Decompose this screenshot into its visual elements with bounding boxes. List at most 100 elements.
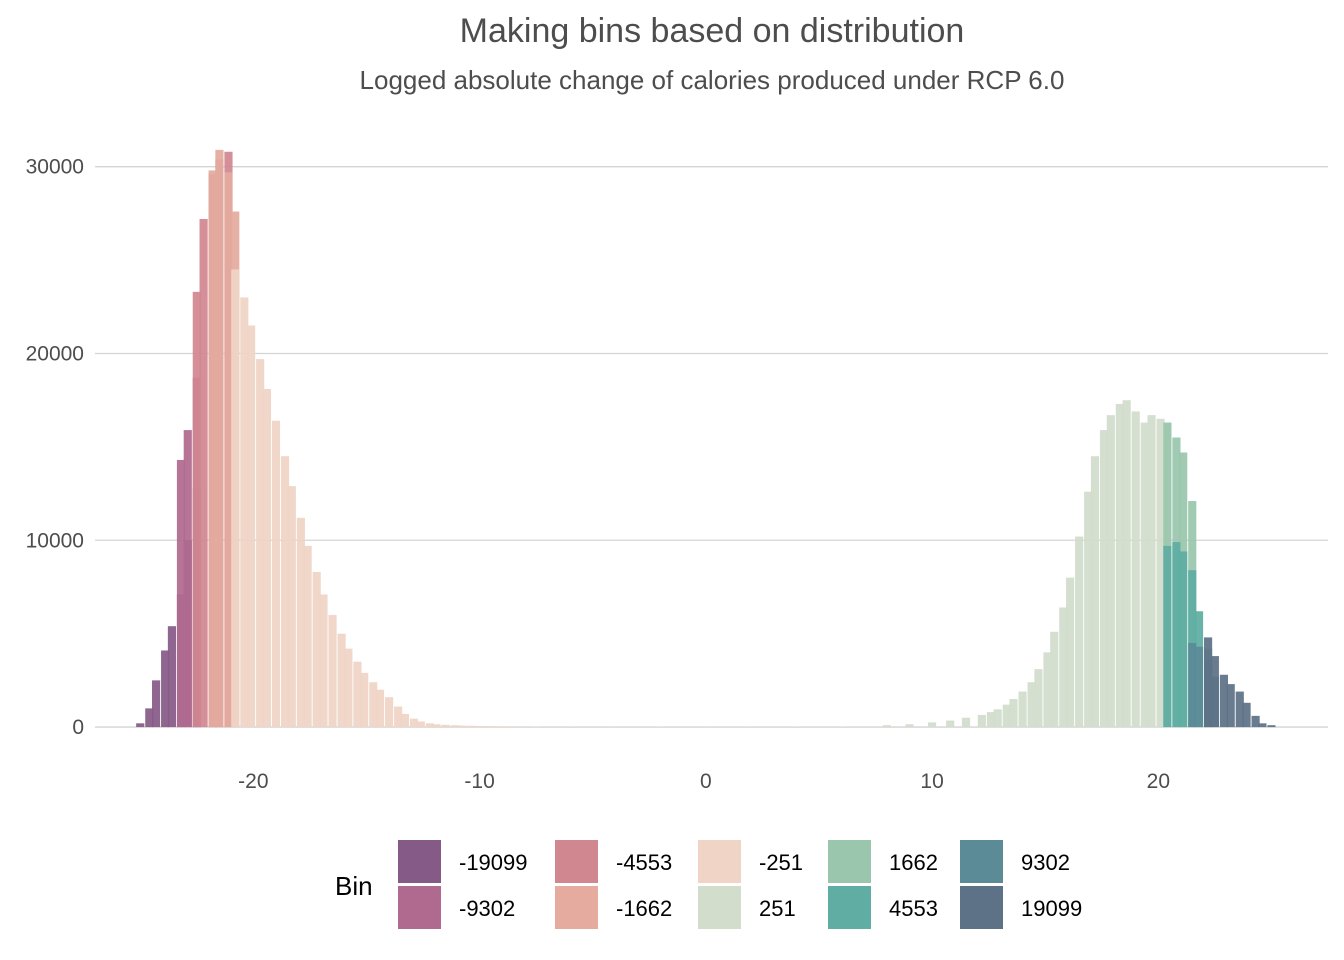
histogram-bar bbox=[360, 672, 369, 728]
histogram-bar bbox=[152, 680, 161, 728]
legend: Bin -19099 -9302 -4553 -1662 -251 251 1662 4553… bbox=[335, 840, 1082, 929]
histogram-bar bbox=[1027, 682, 1036, 728]
histogram-bar bbox=[1163, 545, 1172, 728]
histogram-bar bbox=[701, 726, 710, 728]
histogram-bar bbox=[183, 430, 192, 728]
legend-swatch bbox=[398, 840, 441, 883]
histogram-bar bbox=[1050, 631, 1059, 728]
histogram-bar bbox=[1235, 691, 1244, 728]
histogram-bar bbox=[287, 486, 296, 728]
histogram-bar bbox=[656, 726, 665, 728]
legend-label: -9302 bbox=[459, 896, 515, 921]
histogram-bar bbox=[1147, 415, 1156, 728]
histogram-bar bbox=[1219, 674, 1229, 728]
histogram-bar bbox=[986, 712, 995, 728]
x-tick-label: 20 bbox=[1147, 770, 1170, 793]
histogram-bar bbox=[240, 297, 249, 728]
histogram-bar bbox=[441, 724, 450, 728]
histogram-bar bbox=[747, 726, 756, 728]
histogram-bar bbox=[271, 420, 281, 728]
histogram-bar bbox=[208, 170, 217, 728]
histogram-bar bbox=[1106, 415, 1115, 728]
histogram-bar bbox=[993, 709, 1002, 728]
histogram-bar bbox=[161, 650, 170, 728]
histogram-bar bbox=[394, 706, 403, 728]
histogram-bar bbox=[296, 517, 305, 728]
histogram-bar bbox=[231, 269, 240, 728]
histogram-bar bbox=[1188, 643, 1197, 728]
legend-swatch bbox=[398, 886, 441, 929]
histogram-bar bbox=[977, 714, 986, 728]
histogram-bar bbox=[409, 718, 419, 728]
histogram-bar bbox=[928, 722, 937, 728]
histogram-bar bbox=[498, 726, 507, 728]
histogram-bar bbox=[1210, 656, 1219, 728]
legend-swatch bbox=[555, 886, 598, 929]
histogram-bar bbox=[312, 572, 321, 728]
histogram-bar bbox=[247, 325, 256, 728]
histogram-bar bbox=[611, 726, 620, 728]
legend-label: 1662 bbox=[889, 850, 938, 875]
histogram-bar bbox=[416, 721, 425, 728]
histogram-bar bbox=[145, 708, 154, 728]
histogram-bar bbox=[566, 726, 575, 728]
histogram-bar bbox=[1059, 607, 1068, 728]
histogram-bar bbox=[280, 456, 290, 728]
histogram-bar bbox=[400, 713, 410, 728]
y-axis: 0 10000 20000 30000 bbox=[26, 156, 84, 739]
histogram-bar bbox=[466, 725, 475, 728]
histogram-bar bbox=[1258, 723, 1267, 728]
histogram-bar bbox=[507, 726, 516, 728]
histogram-bar bbox=[1251, 715, 1260, 728]
histogram-bar bbox=[1172, 542, 1181, 728]
histogram-bar bbox=[303, 545, 312, 728]
histogram-bar bbox=[1226, 684, 1235, 728]
histogram-bar bbox=[167, 626, 176, 728]
histogram-bar bbox=[328, 614, 337, 728]
legend-swatch bbox=[960, 840, 1003, 883]
histogram-bar bbox=[1242, 702, 1251, 728]
legend-label: -4553 bbox=[616, 850, 672, 875]
histogram-bar bbox=[199, 218, 208, 728]
histogram-bar bbox=[905, 724, 914, 728]
histogram-bar bbox=[425, 723, 434, 728]
x-axis: -20 -10 0 10 20 bbox=[238, 770, 1170, 793]
histogram-bar bbox=[1034, 669, 1043, 728]
histogram-bar bbox=[136, 723, 145, 728]
y-tick-label: 0 bbox=[72, 716, 84, 739]
histogram-bar bbox=[353, 661, 362, 728]
histogram-bar bbox=[1204, 637, 1213, 728]
legend-label: 4553 bbox=[889, 896, 938, 921]
legend-swatch bbox=[555, 840, 598, 883]
histogram-bars bbox=[136, 149, 1276, 728]
histogram-bar bbox=[1267, 725, 1276, 728]
histogram-bar bbox=[337, 633, 346, 728]
legend-swatch bbox=[960, 886, 1003, 929]
histogram-bar bbox=[319, 594, 328, 728]
histogram-bar bbox=[1090, 456, 1100, 728]
histogram-bar bbox=[1066, 577, 1075, 728]
legend-label: -19099 bbox=[459, 850, 528, 875]
histogram-bar bbox=[1084, 491, 1093, 728]
histogram-bar bbox=[224, 172, 233, 728]
chart-title: Making bins based on distribution bbox=[460, 12, 965, 50]
histogram-bar bbox=[532, 726, 541, 728]
histogram-bar bbox=[432, 724, 441, 728]
legend-label: 9302 bbox=[1021, 850, 1070, 875]
x-tick-label: -10 bbox=[464, 770, 494, 793]
histogram-bar bbox=[1194, 646, 1204, 728]
histogram-bar bbox=[1156, 418, 1165, 728]
legend-label: 251 bbox=[759, 896, 796, 921]
y-tick-label: 20000 bbox=[26, 342, 84, 365]
histogram-bar bbox=[385, 697, 394, 728]
histogram-bar bbox=[792, 726, 801, 728]
histogram-bar bbox=[1131, 411, 1140, 728]
legend-title: Bin bbox=[335, 871, 373, 901]
histogram-bar bbox=[1140, 422, 1149, 728]
histogram-bar bbox=[489, 726, 498, 728]
histogram-bar bbox=[1099, 430, 1109, 728]
legend-label: -251 bbox=[759, 850, 803, 875]
chart-subtitle: Logged absolute change of calories produ… bbox=[360, 65, 1065, 95]
histogram-bar bbox=[457, 725, 466, 728]
